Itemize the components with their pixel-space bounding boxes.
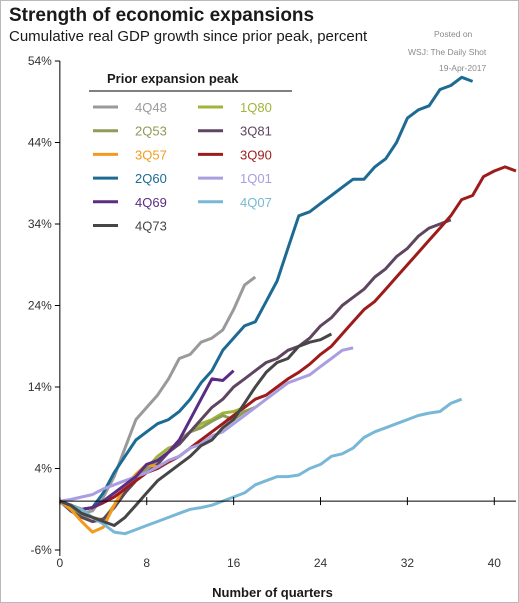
legend-label-4q73: 4Q73 (135, 219, 167, 234)
series-line-3q81 (58, 218, 452, 523)
series-line-4q69 (59, 369, 235, 511)
legend: Prior expansion peak 4Q48 1Q80 2Q53 3Q81 3Q57… (89, 71, 292, 234)
series-line-4q73 (59, 332, 333, 527)
legend-label-4q07: 4Q07 (240, 195, 272, 210)
source-date: 19-Apr-2017 (439, 63, 487, 73)
legend-label-1q80: 1Q80 (240, 100, 272, 115)
x-axis-title: Number of quarters (212, 585, 333, 600)
legend-label-1q01: 1Q01 (240, 171, 272, 186)
series-line-2q60 (59, 75, 474, 511)
legend-label-2q60: 2Q60 (135, 171, 167, 186)
legend-label-4q48: 4Q48 (135, 100, 167, 115)
legend-label-2q53: 2Q53 (135, 124, 167, 139)
legend-label-3q81: 3Q81 (240, 124, 272, 139)
legend-label-4q69: 4Q69 (135, 195, 167, 210)
y-tick-label: 14% (28, 380, 52, 394)
source-posted-label: Posted on (434, 29, 473, 39)
x-tick-label: 8 (143, 556, 150, 570)
series-lines (58, 75, 517, 536)
series-line-4q48 (59, 275, 257, 515)
series-line-4q07 (59, 397, 463, 536)
y-tick-label: 54% (28, 54, 52, 68)
source-publisher: WSJ: The Daily Shot (408, 47, 487, 57)
axes: -6% 4% 14% 24% 34% 44% 54% 0 8 16 24 32 40 Number of … (28, 54, 516, 600)
x-tick-label: 0 (57, 556, 64, 570)
y-tick-label: -6% (31, 543, 53, 557)
series-line-1q01 (59, 346, 354, 503)
y-tick-label: 44% (28, 136, 52, 150)
series-line-3q90 (59, 165, 517, 511)
legend-title: Prior expansion peak (107, 71, 239, 86)
x-tick-label: 24 (314, 556, 328, 570)
x-tick-label: 40 (488, 556, 502, 570)
y-tick-label: 34% (28, 217, 52, 231)
legend-label-3q90: 3Q90 (240, 147, 272, 162)
chart-subtitle: Cumulative real GDP growth since prior p… (9, 28, 368, 45)
x-tick-label: 32 (401, 556, 415, 570)
chart-title: Strength of economic expansions (9, 5, 315, 26)
y-tick-label: 4% (35, 462, 53, 476)
legend-label-3q57: 3Q57 (135, 147, 167, 162)
x-tick-label: 16 (227, 556, 241, 570)
y-tick-label: 24% (28, 299, 52, 313)
